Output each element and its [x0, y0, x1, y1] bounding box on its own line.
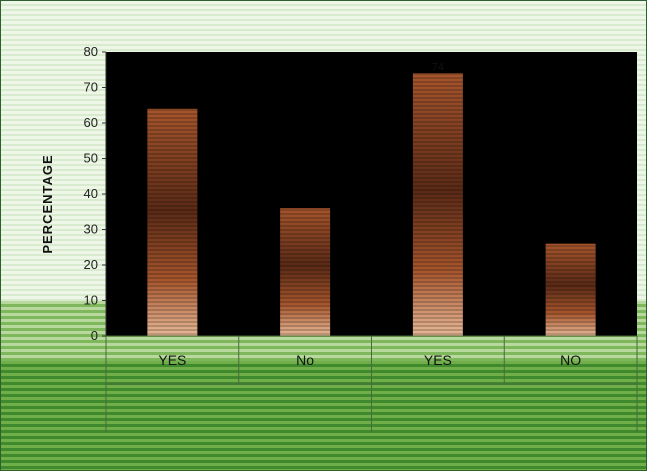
y-axis: 0 10 20 30 40 50 60 70 80: [84, 44, 107, 343]
category-table: YES No YES NO: [105, 335, 638, 432]
category-label: No: [296, 352, 314, 368]
y-tick-label: 60: [84, 115, 98, 130]
bar: [280, 208, 331, 336]
bar: [412, 73, 463, 337]
category-label: YES: [424, 352, 452, 368]
y-axis-title: PERCENTAGE: [40, 154, 55, 253]
y-tick-label: 20: [84, 257, 98, 272]
y-tick-label: 50: [84, 151, 98, 166]
bar: [147, 108, 198, 336]
category-label: NO: [560, 352, 581, 368]
y-tick-label: 40: [84, 186, 98, 201]
data-label: 74: [432, 61, 444, 73]
y-tick-label: 70: [84, 80, 98, 95]
bar: [545, 243, 596, 336]
category-label: YES: [158, 352, 186, 368]
y-tick-label: 30: [84, 222, 98, 237]
y-tick-label: 10: [84, 293, 98, 308]
y-tick-label: 80: [84, 44, 98, 59]
y-tick-label: 0: [91, 328, 98, 343]
